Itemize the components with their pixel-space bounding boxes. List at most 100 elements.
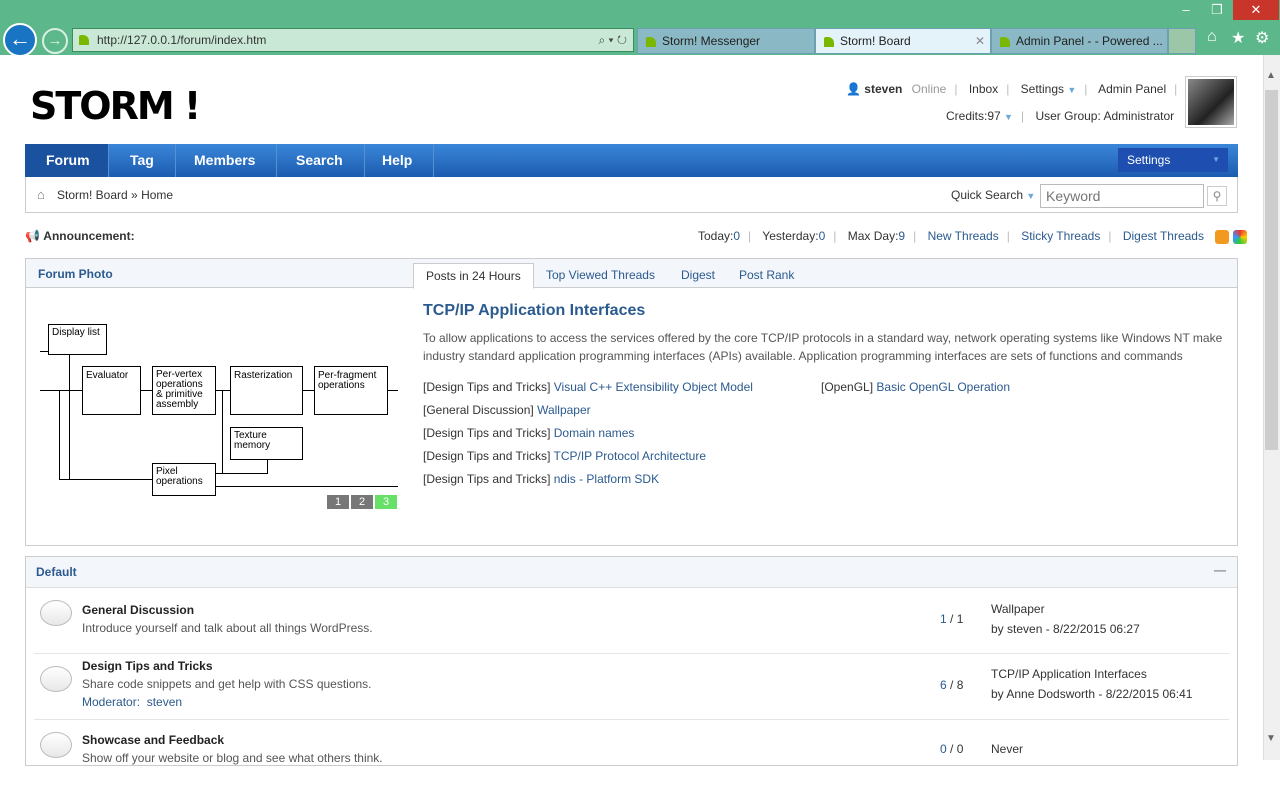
category-header [26, 557, 1237, 588]
breadcrumb-root[interactable]: Storm! Board [57, 188, 128, 202]
scrollbar-thumb[interactable] [1265, 90, 1278, 450]
today-count[interactable]: 0 [940, 742, 947, 756]
maximize-button[interactable]: ❐ [1211, 2, 1223, 17]
gear-icon[interactable]: ⚙ [1255, 30, 1270, 47]
back-button[interactable]: ← [3, 23, 37, 57]
total-count: / 1 [950, 612, 964, 626]
photo-page-2[interactable]: 2 [351, 495, 373, 509]
headline-summary: To allow applications to access the serv… [423, 331, 1223, 363]
nav-tag[interactable]: Tag [109, 144, 176, 177]
scroll-down-icon[interactable]: ▼ [1266, 733, 1276, 744]
today-value[interactable]: 0 [733, 229, 741, 243]
last-post-title[interactable]: Wallpaper [991, 602, 1045, 616]
address-bar[interactable]: http://127.0.0.1/forum/index.htm ⌕ ▾ ↻ [72, 28, 634, 52]
connector [59, 390, 60, 479]
tab-digest[interactable]: Digest [681, 268, 716, 282]
thread-category: Design Tips and Tricks [426, 472, 548, 486]
main-nav: Forum Tag Members Search Help [25, 144, 1238, 177]
headline-link[interactable]: TCP/IP Application Interfaces [423, 302, 646, 319]
forum-desc: Show off your website or blog and see wh… [82, 751, 383, 765]
feed-icon[interactable] [1232, 229, 1247, 244]
today-count[interactable]: 6 [940, 678, 947, 692]
last-post-title[interactable]: TCP/IP Application Interfaces [991, 667, 1147, 681]
new-threads-link[interactable]: New Threads [927, 229, 999, 243]
thread-link[interactable]: Basic OpenGL Operation [876, 380, 1011, 394]
photo-page-3[interactable]: 3 [375, 495, 397, 509]
thread-link[interactable]: Wallpaper [537, 403, 591, 417]
search-button[interactable]: ⚲ [1207, 186, 1227, 206]
nav-settings-label: Settings [1127, 153, 1171, 167]
moderator-link[interactable]: steven [146, 695, 183, 709]
thread-category: General Discussion [426, 403, 531, 417]
settings-link[interactable]: Settings [1020, 82, 1065, 96]
thread-link[interactable]: Visual C++ Extensibility Object Model [553, 380, 753, 394]
thread-category: Design Tips and Tricks [426, 426, 548, 440]
home-icon: ⌂ [37, 187, 45, 202]
site-logo[interactable]: STORM ! [30, 84, 201, 128]
online-status: Online [911, 82, 947, 96]
close-window-button[interactable]: ✕ [1233, 0, 1279, 20]
panel-header [26, 259, 1237, 288]
thread-link[interactable]: TCP/IP Protocol Architecture [553, 449, 707, 463]
forum-name[interactable]: General Discussion [82, 603, 195, 617]
home-icon[interactable]: ⌂ [1207, 28, 1217, 45]
nav-members[interactable]: Members [173, 144, 278, 177]
tab-messenger[interactable]: Storm! Messenger [637, 28, 815, 54]
yesterday-label: Yesterday: [762, 229, 819, 243]
tab-posts-24h[interactable]: Posts in 24 Hours [413, 263, 534, 289]
chevron-down-icon: ▼ [1067, 85, 1077, 95]
forum-row: General Discussion Introduce yourself an… [34, 588, 1229, 654]
evaluator-box: Evaluator [82, 366, 141, 415]
announcement-label: Announcement: [43, 229, 135, 243]
scroll-up-icon[interactable]: ▲ [1266, 70, 1276, 81]
thread-category: Design Tips and Tricks [426, 380, 548, 394]
close-tab-icon[interactable]: ✕ [974, 34, 985, 48]
minimize-button[interactable]: – [1182, 2, 1190, 17]
category-title[interactable]: Default [36, 565, 77, 579]
avatar[interactable] [1185, 76, 1237, 128]
connector [40, 351, 48, 352]
thread-item: [General Discussion] Wallpaper [423, 403, 591, 417]
new-tab-button[interactable] [1168, 28, 1196, 54]
yesterday-value[interactable]: 0 [818, 229, 826, 243]
tab-admin[interactable]: Admin Panel - - Powered ... [991, 28, 1168, 54]
quick-search-label: Quick Search [951, 188, 1024, 202]
sticky-threads-link[interactable]: Sticky Threads [1021, 229, 1101, 243]
tab-label: Storm! Messenger [662, 34, 761, 48]
tab-board[interactable]: Storm! Board ✕ [815, 28, 991, 54]
nav-forum[interactable]: Forum [25, 144, 109, 177]
inbox-link[interactable]: Inbox [968, 82, 999, 96]
announcement: 📢 Announcement: [25, 229, 135, 243]
digest-threads-link[interactable]: Digest Threads [1122, 229, 1204, 243]
credits-link[interactable]: Credits:97 [946, 109, 1001, 123]
forum-counts: 0 / 0 [940, 742, 963, 756]
moderator-label: Moderator: [82, 695, 141, 709]
search-input[interactable] [1040, 184, 1204, 208]
photo-page-1[interactable]: 1 [327, 495, 349, 509]
collapse-icon[interactable]: — [1214, 563, 1226, 577]
tab-label: Storm! Board [840, 34, 911, 48]
pixel-operations-box: Pixel operations [152, 463, 216, 496]
forward-button[interactable]: → [42, 28, 68, 54]
today-count[interactable]: 1 [940, 612, 947, 626]
photo-diagram[interactable]: Display list Evaluator Per-vertex operat… [26, 289, 406, 519]
thread-link[interactable]: Domain names [553, 426, 635, 440]
rss-icon[interactable] [1215, 229, 1230, 244]
tab-post-rank[interactable]: Post Rank [739, 268, 795, 282]
maxday-value[interactable]: 9 [898, 229, 906, 243]
nav-settings-dropdown[interactable]: Settings ▼ [1118, 148, 1228, 172]
connector [59, 479, 152, 480]
forum-name[interactable]: Design Tips and Tricks [82, 659, 213, 673]
thread-link[interactable]: ndis - Platform SDK [553, 472, 660, 486]
favorites-star-icon[interactable]: ★ [1231, 30, 1246, 47]
search-refresh-icon[interactable]: ⌕ ▾ ↻ [598, 33, 627, 47]
username[interactable]: steven [864, 82, 903, 96]
tab-top-viewed[interactable]: Top Viewed Threads [546, 268, 655, 282]
nav-search[interactable]: Search [275, 144, 365, 177]
forum-name[interactable]: Showcase and Feedback [82, 733, 225, 747]
nav-help[interactable]: Help [361, 144, 435, 177]
quick-search-dropdown[interactable]: Quick Search ▼ [951, 188, 1035, 202]
thread-item: [Design Tips and Tricks] Visual C++ Exte… [423, 380, 753, 394]
chevron-down-icon: ▼ [1026, 191, 1036, 201]
admin-panel-link[interactable]: Admin Panel [1098, 82, 1167, 96]
